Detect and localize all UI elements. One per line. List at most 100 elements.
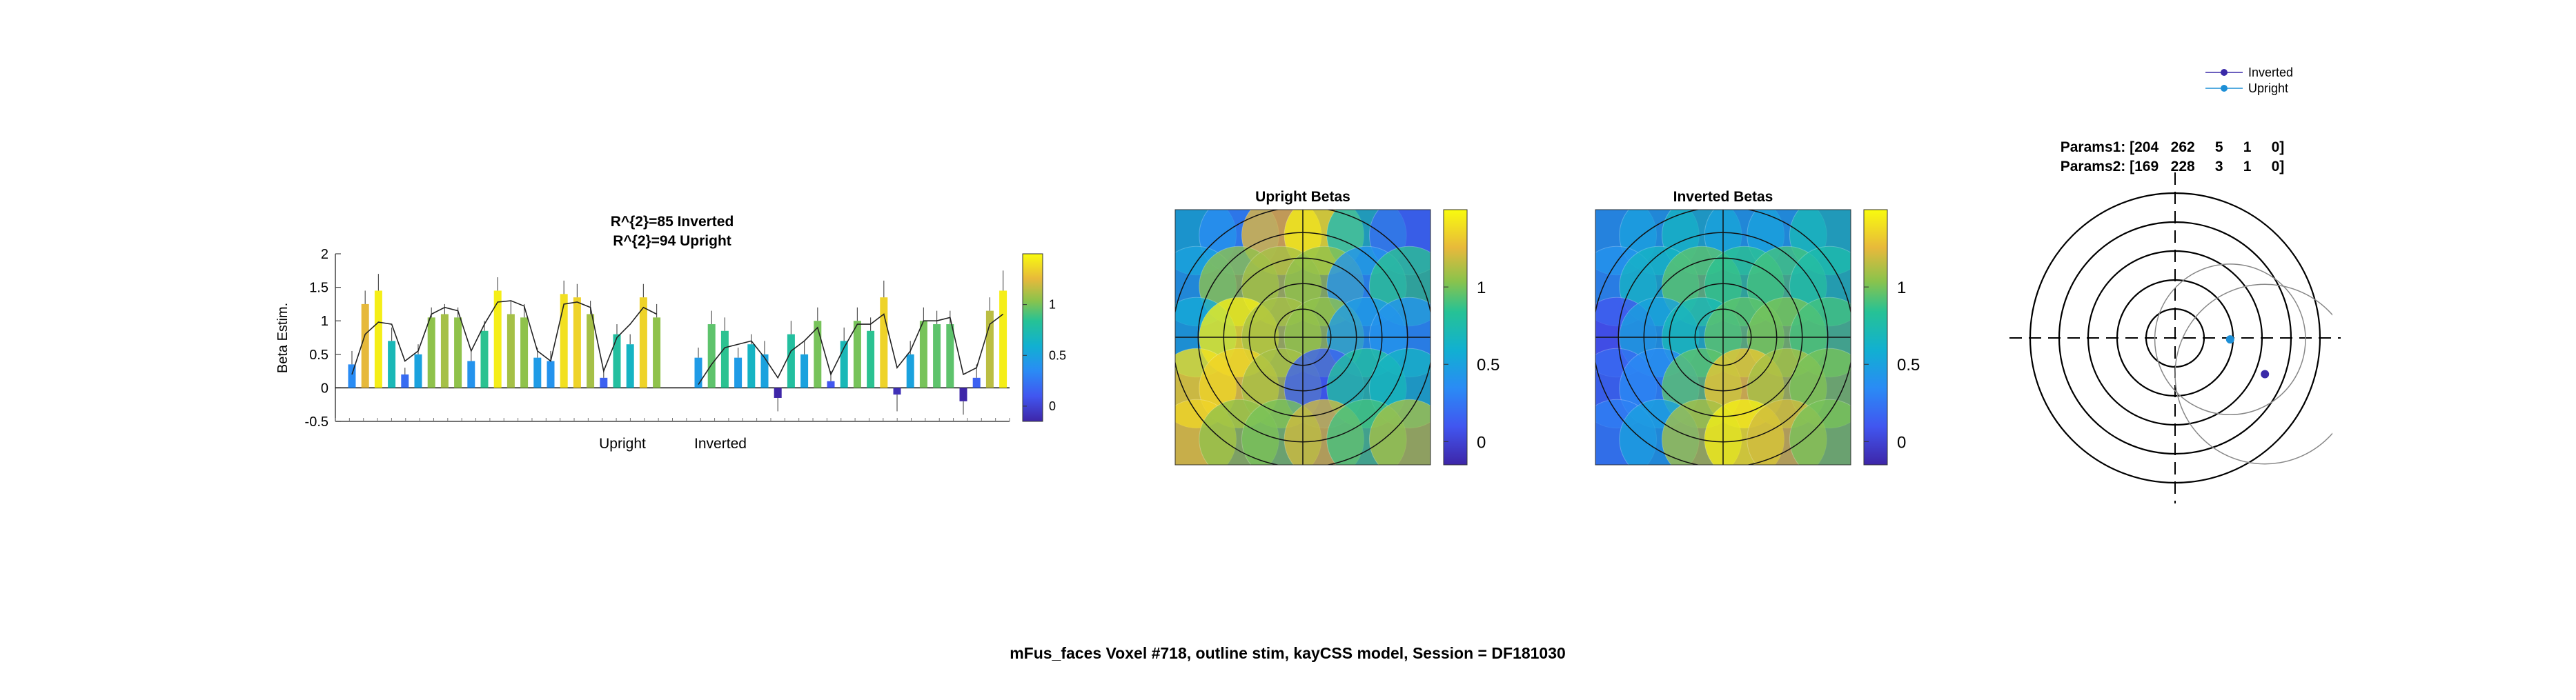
bar-upright [440,314,449,388]
bar-upright [480,330,489,388]
upright-betas-title: Upright Betas [1255,189,1350,205]
bar-inverted [840,341,848,388]
legend-marker-upright [2221,85,2228,92]
fit-line-inverted [698,313,1004,385]
inverted-betas-map [1595,210,1851,465]
group-label-upright: Upright [599,436,646,452]
group-label-inverted: Inverted [694,436,747,452]
stim-aperture [1789,399,1851,465]
upright-betas-panel: Upright Betas 10.50 [1174,189,1500,466]
bar-upright [493,290,502,388]
figure-suptitle: mFus_faces Voxel #718, outline stim, kay… [1010,644,1566,662]
bar-inverted [893,388,901,395]
bar-upright [401,374,409,388]
bar-inverted [814,321,822,388]
y-tick-label: 1 [321,314,328,329]
bar-upright [573,297,581,388]
bar-upright [520,317,529,388]
bar-inverted [787,334,795,388]
polar-plot [2009,172,2341,503]
bar-inverted [800,354,809,388]
bar-inverted [720,330,729,388]
colorbar-tick-label: 0 [1897,433,1906,452]
prf-params-panel: Inverted Upright Params1: [204 262 5 1 0… [2009,62,2341,503]
bar-upright [560,294,568,388]
bar-inverted [707,324,716,388]
bar-upright [600,377,608,388]
legend-label-upright: Upright [2248,81,2288,95]
colorbar-tick-label: 0 [1477,433,1486,452]
bar-upright [348,364,356,388]
colorbar-tick-label: 0.5 [1477,356,1500,374]
bar-chart-plot-area [348,270,1007,415]
fit-line-upright [351,300,657,375]
bar-inverted [853,321,861,388]
colorbar-gradient [1443,209,1468,466]
y-tick-label: -0.5 [305,414,328,430]
bar-inverted [694,357,702,388]
y-axis-label: Beta Estim. [275,303,291,373]
y-tick-label: 2 [321,247,328,262]
bar-inverted [867,330,875,388]
bar-inverted [985,310,994,388]
colorbar-gradient [1022,253,1043,422]
legend-box [2197,62,2301,98]
prf-extent-inverted [2174,283,2332,465]
bar-inverted [827,381,835,388]
colorbar-tick-label: 0 [1049,399,1056,413]
bar-upright [533,357,542,388]
bar-inverted [972,377,981,388]
stim-aperture [1368,399,1430,465]
bar-inverted [747,344,756,388]
colorbar-tick-label: 0.5 [1897,356,1920,374]
colorbar-gradient [1863,209,1888,466]
bar-upright [454,317,462,388]
bar-inverted [880,297,888,388]
bar-inverted [946,324,954,388]
y-tick-label: 0 [321,381,328,396]
inverted-betas-panel: Inverted Betas 10.50 [1595,189,1920,466]
colorbar-tick-label: 1 [1049,298,1056,312]
inverted-betas-title: Inverted Betas [1673,189,1773,205]
bar-upright [414,354,422,388]
bar-inverted [919,321,927,388]
bar-upright [361,303,369,388]
y-tick-label: 1.5 [309,281,328,296]
upright-betas-map [1175,210,1430,465]
prf-center-upright [2225,335,2234,344]
upright-colorbar: 10.50 [1443,209,1500,466]
bar-upright [626,344,634,388]
colorbar-tick-label: 0.5 [1049,348,1066,362]
bar-upright [467,361,475,388]
bar-upright [613,334,621,388]
bar-chart-title-line1: R^{2}=85 Inverted [611,214,734,230]
prf-extent-upright [2154,263,2306,416]
bar-inverted [959,388,967,401]
colorbar-tick-label: 1 [1477,279,1486,297]
bar-chart-title-line2: R^{2}=94 Upright [613,233,731,249]
bar-upright [507,314,515,388]
inverted-colorbar: 10.50 [1863,209,1920,466]
bar-inverted [760,354,769,388]
prf-center-inverted [2261,370,2270,379]
legend: Inverted Upright [2197,62,2301,98]
beta-bar-chart: R^{2}=85 Inverted R^{2}=94 Upright -0.5 0… [275,214,1066,452]
bar-inverted [906,354,914,388]
bar-upright [374,290,382,388]
bar-inverted [734,357,743,388]
bar-inverted [933,324,941,388]
bar-chart-colorbar: 10.50 [1022,253,1066,422]
bar-inverted [774,388,782,398]
bar-inverted [999,290,1007,388]
bar-upright [653,317,661,388]
bar-upright [388,341,396,388]
legend-label-inverted: Inverted [2248,66,2293,79]
bar-upright [587,314,595,388]
bar-upright [427,317,435,388]
params1-title: Params1: [204 262 5 1 0] [2061,139,2285,155]
params2-title: Params2: [169 228 3 1 0] [2061,159,2285,174]
colorbar-tick-label: 1 [1897,279,1906,297]
legend-marker-inverted [2221,69,2228,76]
bar-upright [639,297,647,388]
